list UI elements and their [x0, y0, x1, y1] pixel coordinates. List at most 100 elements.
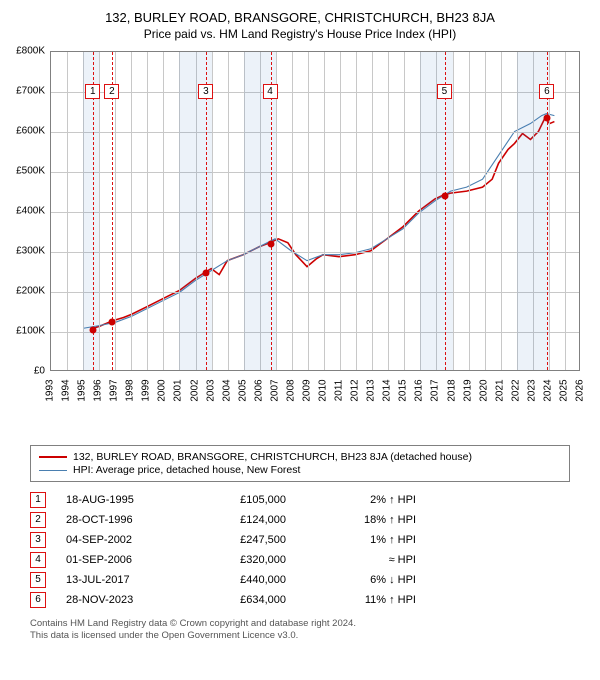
shaded-band: [83, 52, 99, 370]
y-axis-label: £200K: [16, 286, 48, 297]
y-axis-label: £400K: [16, 206, 48, 217]
gridline-v: [228, 52, 229, 370]
legend-box: 132, BURLEY ROAD, BRANSGORE, CHRISTCHURC…: [30, 445, 570, 482]
x-axis-label: 2016: [414, 379, 425, 401]
x-axis-label: 2009: [301, 379, 312, 401]
x-axis-label: 2001: [173, 379, 184, 401]
y-axis-label: £800K: [16, 46, 48, 57]
legend-item: HPI: Average price, detached house, New …: [39, 464, 561, 476]
x-axis-label: 2026: [575, 379, 586, 401]
sales-table: 118-AUG-1995£105,0002% ↑ HPI228-OCT-1996…: [30, 490, 570, 610]
gridline-v: [147, 52, 148, 370]
sale-number-box: 2: [30, 512, 46, 528]
sale-marker-dot: [109, 319, 116, 326]
gridline-v: [308, 52, 309, 370]
plot-region: 123456: [50, 51, 580, 371]
legend-label: 132, BURLEY ROAD, BRANSGORE, CHRISTCHURC…: [73, 451, 472, 463]
sale-date: 01-SEP-2006: [66, 554, 176, 566]
gridline-v: [292, 52, 293, 370]
x-axis-label: 2024: [542, 379, 553, 401]
sale-number-box: 1: [30, 492, 46, 508]
x-axis-label: 2021: [494, 379, 505, 401]
sale-marker-number: 3: [198, 84, 213, 99]
gridline-v: [565, 52, 566, 370]
x-axis-label: 2013: [366, 379, 377, 401]
y-axis-label: £0: [34, 366, 48, 377]
gridline-v: [485, 52, 486, 370]
sale-hpi-diff: 2% ↑ HPI: [306, 494, 416, 506]
x-axis-label: 2007: [269, 379, 280, 401]
y-axis-label: £700K: [16, 86, 48, 97]
sale-hpi-diff: 11% ↑ HPI: [306, 594, 416, 606]
x-axis-label: 2019: [462, 379, 473, 401]
chart-area: 123456 £0 £100K £200K £300K £400K £500K £600K £…: [10, 47, 590, 407]
x-axis-label: 2025: [558, 379, 569, 401]
x-axis-label: 2004: [221, 379, 232, 401]
shaded-band: [517, 52, 549, 370]
gridline-v: [67, 52, 68, 370]
y-axis-label: £100K: [16, 326, 48, 337]
gridline-v: [469, 52, 470, 370]
sale-marker-line: [271, 52, 272, 370]
sale-marker-dot: [90, 327, 97, 334]
sale-row: 401-SEP-2006£320,000≈ HPI: [30, 550, 570, 570]
x-axis-label: 2015: [398, 379, 409, 401]
sale-hpi-diff: 6% ↓ HPI: [306, 574, 416, 586]
sale-marker-dot: [267, 241, 274, 248]
y-axis-label: £600K: [16, 126, 48, 137]
attribution-footer: Contains HM Land Registry data © Crown c…: [30, 618, 570, 643]
sale-row: 1 18-AUG-1995 £105,000 2% ↑ HPI: [30, 490, 570, 510]
x-axis-label: 1995: [77, 379, 88, 401]
sale-marker-line: [206, 52, 207, 370]
x-axis-label: 2002: [189, 379, 200, 401]
gridline-v: [324, 52, 325, 370]
gridline-v: [388, 52, 389, 370]
sale-marker-line: [547, 52, 548, 370]
x-axis-label: 2006: [253, 379, 264, 401]
sale-price: £124,000: [196, 514, 286, 526]
x-axis-label: 1997: [109, 379, 120, 401]
x-axis-label: 2005: [237, 379, 248, 401]
x-axis-label: 1993: [45, 379, 56, 401]
gridline-v: [99, 52, 100, 370]
sale-row: 513-JUL-2017£440,0006% ↓ HPI: [30, 570, 570, 590]
sale-date: 18-AUG-1995: [66, 494, 176, 506]
sale-marker-dot: [441, 193, 448, 200]
sale-row: 628-NOV-2023£634,00011% ↑ HPI: [30, 590, 570, 610]
x-axis-label: 1998: [125, 379, 136, 401]
gridline-v: [212, 52, 213, 370]
sale-date: 28-NOV-2023: [66, 594, 176, 606]
sale-date: 13-JUL-2017: [66, 574, 176, 586]
y-axis-label: £500K: [16, 166, 48, 177]
x-axis-label: 1996: [93, 379, 104, 401]
sale-price: £105,000: [196, 494, 286, 506]
sale-number-box: 4: [30, 552, 46, 568]
gridline-v: [276, 52, 277, 370]
x-axis-label: 2011: [334, 380, 345, 402]
sale-marker-line: [445, 52, 446, 370]
sale-number-box: 3: [30, 532, 46, 548]
sale-hpi-diff: 18% ↑ HPI: [306, 514, 416, 526]
x-axis-label: 2000: [157, 379, 168, 401]
gridline-v: [356, 52, 357, 370]
gridline-v: [501, 52, 502, 370]
sale-marker-line: [93, 52, 94, 370]
gridline-v: [340, 52, 341, 370]
legend-item: 132, BURLEY ROAD, BRANSGORE, CHRISTCHURC…: [39, 451, 561, 463]
chart-subtitle: Price paid vs. HM Land Registry's House …: [10, 27, 590, 41]
shaded-band: [420, 52, 452, 370]
y-axis-label: £300K: [16, 246, 48, 257]
gridline-v: [131, 52, 132, 370]
sale-marker-number: 5: [437, 84, 452, 99]
footer-line: This data is licensed under the Open Gov…: [30, 630, 570, 642]
footer-line: Contains HM Land Registry data © Crown c…: [30, 618, 570, 630]
x-axis-label: 2020: [478, 379, 489, 401]
gridline-v: [549, 52, 550, 370]
sale-date: 04-SEP-2002: [66, 534, 176, 546]
sale-price: £634,000: [196, 594, 286, 606]
x-axis-label: 2018: [446, 379, 457, 401]
sale-row: 228-OCT-1996£124,00018% ↑ HPI: [30, 510, 570, 530]
sale-price: £247,500: [196, 534, 286, 546]
sale-number-box: 5: [30, 572, 46, 588]
page-container: 132, BURLEY ROAD, BRANSGORE, CHRISTCHURC…: [0, 0, 600, 651]
